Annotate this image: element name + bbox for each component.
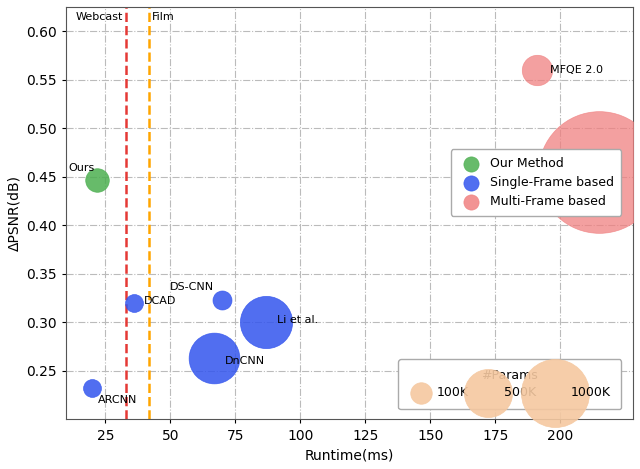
Text: Ours: Ours	[68, 163, 95, 173]
Text: DS-CNN: DS-CNN	[170, 282, 214, 293]
Point	[217, 296, 227, 304]
Text: ARCNN: ARCNN	[97, 395, 137, 405]
Text: Li et al.: Li et al.	[277, 316, 318, 325]
Text: DCAD: DCAD	[144, 296, 177, 306]
Text: MFQE: MFQE	[554, 167, 586, 177]
Text: DnCNN: DnCNN	[225, 356, 265, 366]
Text: MFQE 2.0: MFQE 2.0	[550, 65, 603, 75]
X-axis label: Runtime(ms): Runtime(ms)	[305, 448, 394, 462]
Text: Webcast: Webcast	[76, 12, 124, 22]
Point	[92, 176, 102, 183]
Legend: 100K, 500K, 1000K: 100K, 500K, 1000K	[398, 359, 621, 409]
Point	[209, 355, 220, 362]
Y-axis label: ΔPSNR(dB): ΔPSNR(dB)	[7, 175, 21, 251]
Point	[594, 168, 604, 176]
Point	[261, 318, 271, 326]
Point	[87, 385, 97, 392]
Point	[532, 66, 542, 74]
Text: Film: Film	[152, 12, 175, 22]
Point	[129, 299, 139, 307]
